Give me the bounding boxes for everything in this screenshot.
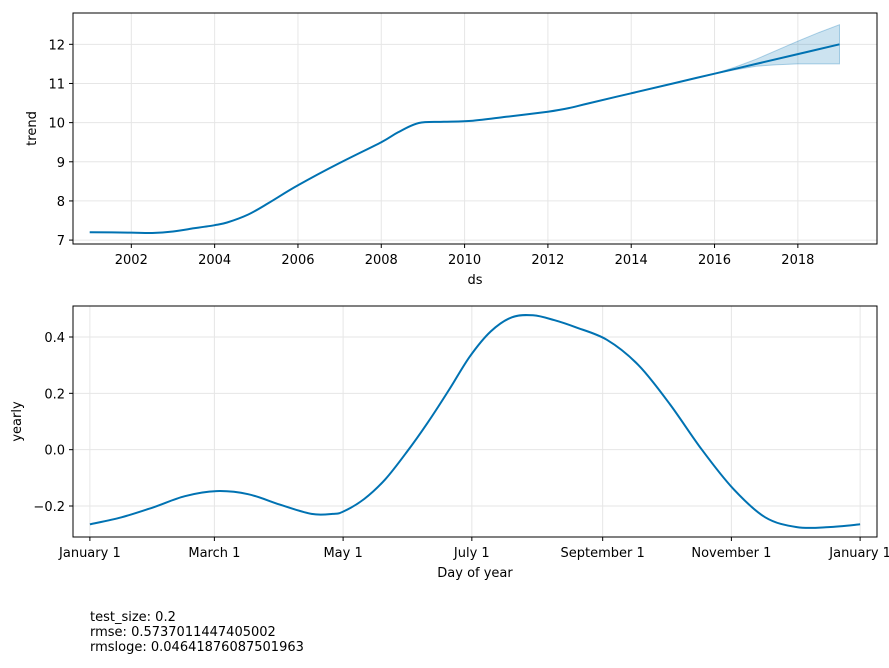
x-tick-label: September 1 xyxy=(561,546,645,561)
yearly-line xyxy=(89,314,861,529)
trend-line xyxy=(89,43,840,235)
x-tick-label: 2010 xyxy=(448,253,481,268)
metric-rmsloge: rmsloge: 0.04641876087501963 xyxy=(90,640,304,655)
x-tick-label: July 1 xyxy=(453,546,490,561)
metrics-panel: test_size: 0.2 rmse: 0.5737011447405002 … xyxy=(90,610,304,655)
x-tick-label: 2002 xyxy=(115,253,148,268)
y-tick-label: 12 xyxy=(48,38,65,53)
x-tick-label: 2006 xyxy=(281,253,314,268)
x-tick-label: January 1 xyxy=(58,546,121,561)
trend-x-axis-label: ds xyxy=(467,273,482,288)
y-tick-label: 10 xyxy=(48,117,65,132)
x-tick-label: 2016 xyxy=(698,253,731,268)
trend-chart: 2002 2004 2006 2008 2010 2012 2014 2016 2018 7 8 9… xyxy=(25,12,878,288)
yearly-grid xyxy=(73,306,877,537)
x-tick-label: 2014 xyxy=(615,253,648,268)
x-tick-label: 2012 xyxy=(531,253,564,268)
yearly-chart: January 1 March 1 May 1 July 1 September 1 No… xyxy=(10,305,889,581)
y-tick-label: 0.2 xyxy=(44,387,65,402)
metric-test-size: test_size: 0.2 xyxy=(90,610,176,625)
yearly-axes-frame xyxy=(72,305,878,538)
x-tick-label: March 1 xyxy=(188,546,240,561)
yearly-y-axis: −0.2 0.0 0.2 0.4 xyxy=(33,331,73,515)
y-tick-label: −0.2 xyxy=(33,500,65,515)
x-tick-label: 2018 xyxy=(781,253,814,268)
y-tick-label: 0.0 xyxy=(44,444,65,459)
trend-grid xyxy=(73,13,877,244)
y-tick-label: 0.4 xyxy=(44,331,65,346)
trend-y-axis: 7 8 9 10 11 12 xyxy=(48,38,73,249)
yearly-x-axis: January 1 March 1 May 1 July 1 September 1 No… xyxy=(58,537,889,561)
yearly-x-axis-label: Day of year xyxy=(437,566,513,581)
trend-x-axis: 2002 2004 2006 2008 2010 2012 2014 2016 2018 xyxy=(115,244,814,268)
y-tick-label: 8 xyxy=(57,195,65,210)
trend-y-axis-label: trend xyxy=(25,111,40,146)
y-tick-label: 7 xyxy=(57,234,65,249)
x-tick-label: May 1 xyxy=(323,546,362,561)
yearly-y-axis-label: yearly xyxy=(10,401,25,442)
y-tick-label: 11 xyxy=(48,77,65,92)
x-tick-label: November 1 xyxy=(691,546,771,561)
y-tick-label: 9 xyxy=(57,156,65,171)
x-tick-label: January 1 xyxy=(828,546,889,561)
x-tick-label: 2008 xyxy=(365,253,398,268)
x-tick-label: 2004 xyxy=(198,253,231,268)
metric-rmse: rmse: 0.5737011447405002 xyxy=(90,625,276,640)
trend-axes-frame xyxy=(72,12,878,245)
